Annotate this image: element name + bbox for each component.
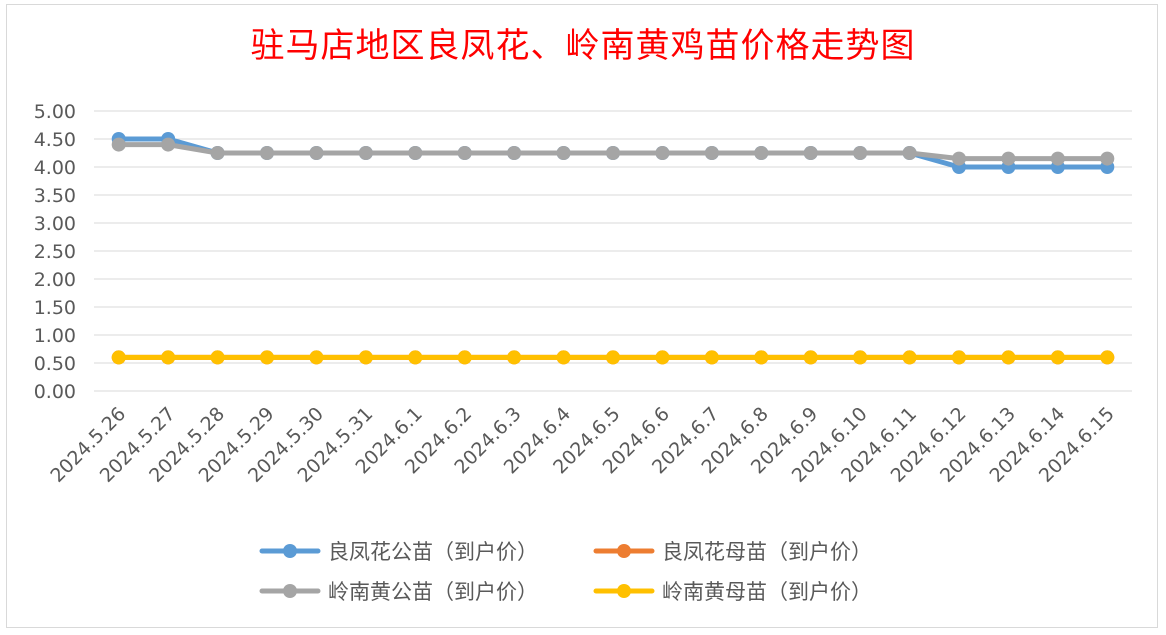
chart-title: 驻马店地区良凤花、岭南黄鸡苗价格走势图: [250, 26, 916, 66]
data-point: [655, 350, 670, 365]
data-point: [210, 146, 225, 160]
data-point: [754, 146, 769, 160]
data-point: [803, 146, 818, 160]
y-tick-label: 5.00: [34, 101, 76, 123]
data-point: [556, 146, 571, 160]
y-tick-label: 3.00: [34, 213, 76, 235]
y-tick-label: 3.50: [34, 185, 76, 207]
legend: 良凤花公苗（到户价） 良凤花母苗（到户价） 岭南黄公苗（到户价） 岭南黄母苗（到户价）: [259, 540, 872, 604]
data-point: [507, 350, 522, 365]
data-point: [1050, 350, 1065, 365]
series-2: [111, 137, 1115, 166]
data-point: [1050, 151, 1065, 166]
data-point: [358, 350, 373, 365]
data-point: [1001, 350, 1016, 365]
data-point: [260, 350, 274, 365]
data-point: [161, 137, 176, 152]
data-point: [754, 350, 769, 365]
data-point: [902, 146, 917, 160]
data-point: [408, 350, 423, 365]
y-tick-label: 1.00: [34, 325, 76, 347]
series-lines: [111, 132, 1115, 365]
data-point: [606, 146, 620, 160]
legend-label: 岭南黄母苗（到户价）: [662, 580, 872, 604]
data-point: [952, 151, 966, 166]
legend-swatch-marker: [283, 584, 297, 598]
y-tick-label: 0.50: [34, 353, 76, 375]
series-3: [111, 350, 1115, 365]
data-point: [507, 146, 522, 160]
data-point: [952, 350, 966, 365]
data-point: [457, 350, 472, 365]
data-point: [161, 350, 176, 365]
data-point: [853, 350, 868, 365]
data-point: [309, 350, 324, 365]
data-point: [606, 350, 620, 365]
legend-label: 良凤花公苗（到户价）: [328, 540, 538, 564]
legend-swatch-marker: [283, 544, 297, 558]
data-point: [704, 350, 719, 365]
x-axis-ticks: 2024.5.262024.5.272024.5.282024.5.292024…: [46, 403, 1119, 487]
data-point: [210, 350, 225, 365]
y-axis-ticks: 0.00 0.50 1.00 1.50 2.00 2.50 3.00 3.50 4.00 4.50…: [34, 101, 76, 403]
legend-swatch-marker: [617, 584, 631, 598]
y-tick-label: 4.50: [34, 129, 76, 151]
data-point: [853, 146, 868, 160]
legend-item-3: 岭南黄母苗（到户价）: [593, 580, 872, 604]
data-point: [655, 146, 670, 160]
data-point: [704, 146, 719, 160]
grid-lines: [94, 110, 1132, 392]
data-point: [111, 137, 126, 152]
y-tick-label: 2.50: [34, 241, 76, 263]
data-point: [1100, 350, 1115, 365]
y-tick-label: 4.00: [34, 157, 76, 179]
legend-item-0: 良凤花公苗（到户价）: [259, 540, 538, 564]
legend-item-2: 岭南黄公苗（到户价）: [259, 580, 538, 604]
data-point: [358, 146, 373, 160]
data-point: [803, 350, 818, 365]
data-point: [457, 146, 472, 160]
data-point: [309, 146, 324, 160]
legend-swatch-marker: [617, 544, 631, 558]
legend-item-1: 良凤花母苗（到户价）: [593, 540, 872, 564]
data-point: [111, 350, 126, 365]
data-point: [1100, 151, 1115, 166]
legend-label: 岭南黄公苗（到户价）: [328, 580, 538, 604]
data-point: [902, 350, 917, 365]
y-tick-label: 2.00: [34, 269, 76, 291]
data-point: [556, 350, 571, 365]
data-point: [408, 146, 423, 160]
legend-label: 良凤花母苗（到户价）: [662, 540, 872, 564]
data-point: [1001, 151, 1016, 166]
data-point: [260, 146, 274, 160]
y-tick-label: 0.00: [34, 381, 76, 403]
chart-frame: [6, 4, 1158, 628]
y-tick-label: 1.50: [34, 297, 76, 319]
